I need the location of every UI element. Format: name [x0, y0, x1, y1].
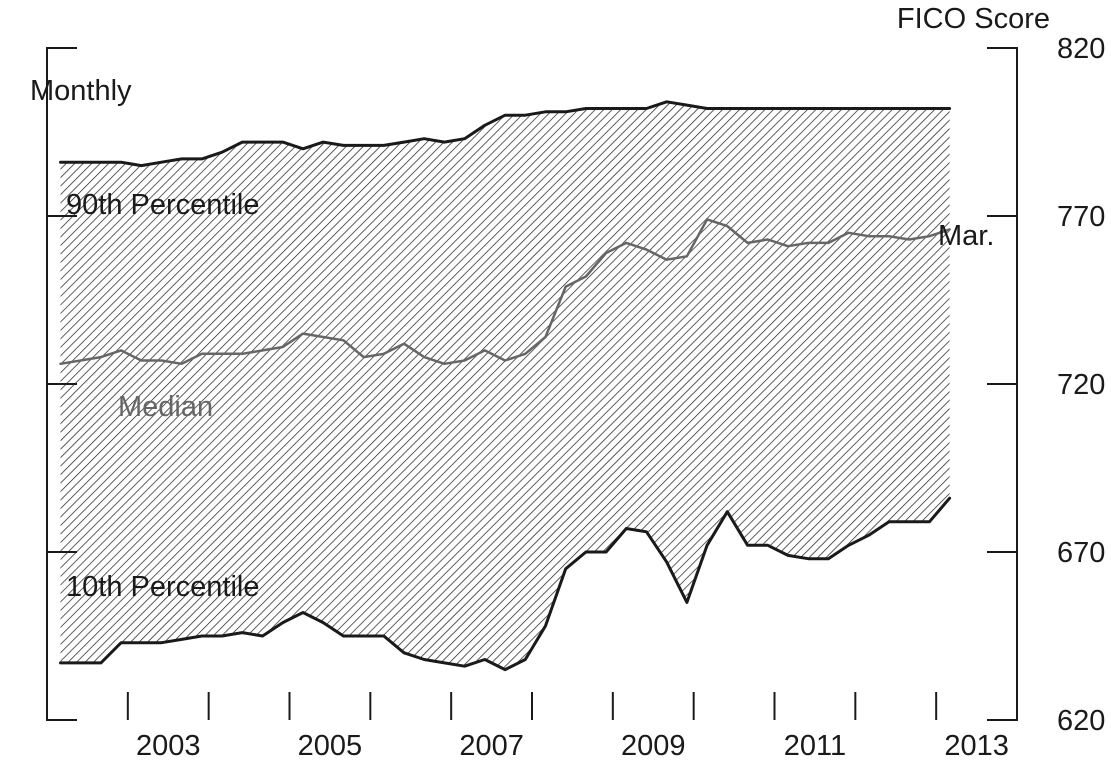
y-axis-ticks [46, 47, 1018, 721]
frequency-label: Monthly [30, 75, 132, 107]
label-90th-percentile: 90th Percentile [66, 189, 259, 221]
x-tick-label: 2007 [459, 730, 524, 762]
x-tick-label: 2011 [784, 730, 846, 762]
label-median: Median [118, 391, 213, 423]
percentile-band-area [60, 101, 950, 670]
x-tick-label: 2013 [944, 730, 1009, 762]
x-axis-ticks [46, 692, 1018, 720]
y-tick-label: 620 [1057, 705, 1105, 737]
y-tick-label: 770 [1057, 201, 1105, 233]
x-tick-label: 2009 [621, 730, 686, 762]
x-tick-label: 2003 [136, 730, 201, 762]
y-axis-tick-labels: 620 670 720 770 820 [1057, 33, 1105, 737]
last-observation-label: Mar. [938, 220, 994, 252]
y-axis-title: FICO Score [897, 3, 1050, 35]
x-axis-tick-labels: 2003 2005 2007 2009 2011 2013 [136, 730, 1009, 762]
y-tick-label: 670 [1057, 537, 1105, 569]
label-10th-percentile: 10th Percentile [66, 571, 259, 603]
90th-percentile-line [59, 100, 952, 168]
median-line [59, 218, 951, 366]
y-tick-label: 820 [1057, 33, 1105, 65]
series-lines [59, 100, 952, 672]
10th-percentile-line [59, 496, 952, 672]
y-tick-label: 720 [1057, 369, 1105, 401]
x-tick-label: 2005 [298, 730, 363, 762]
